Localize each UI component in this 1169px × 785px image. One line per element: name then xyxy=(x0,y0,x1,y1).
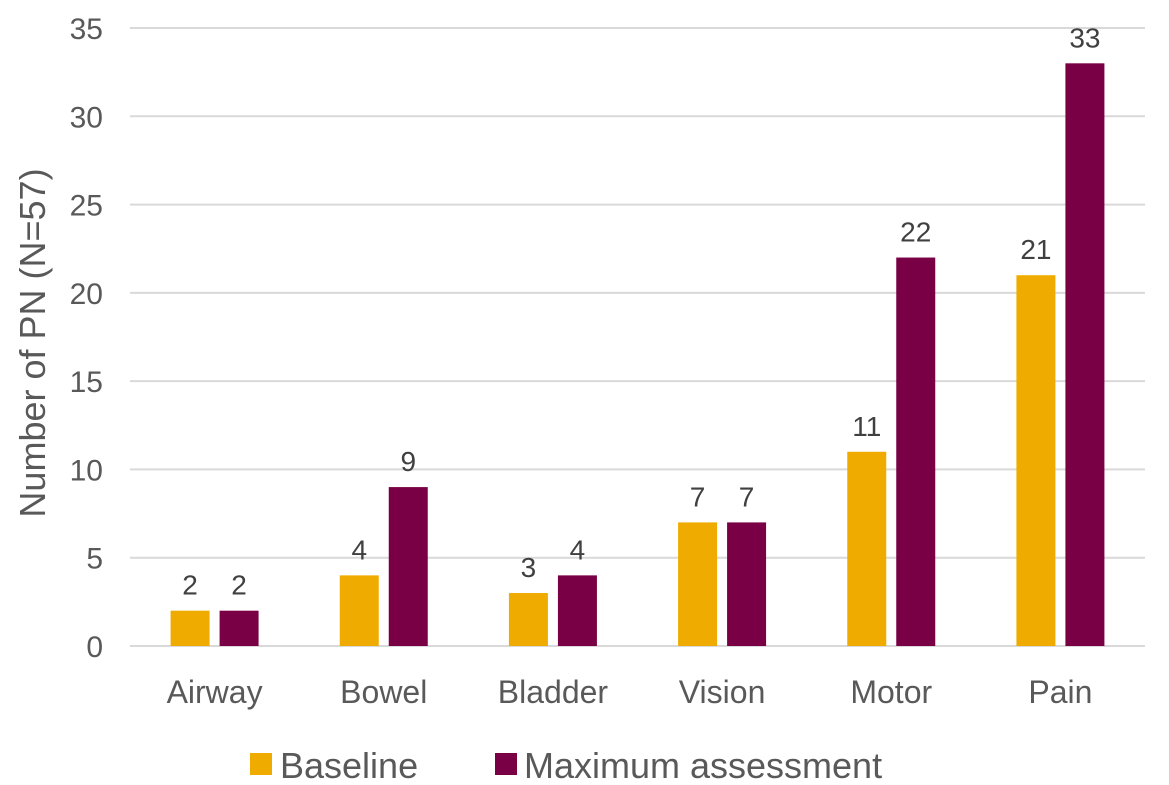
data-label: 7 xyxy=(739,481,755,512)
bar-vision-baseline xyxy=(678,522,718,646)
bar-vision-maximum xyxy=(727,522,767,646)
bar-bladder-maximum xyxy=(557,575,597,646)
x-category-label: Bladder xyxy=(498,674,609,710)
x-category-label: Motor xyxy=(850,674,932,710)
bar-airway-baseline xyxy=(170,610,210,646)
y-tick-label: 35 xyxy=(70,13,103,46)
bars xyxy=(170,63,1105,647)
data-label: 2 xyxy=(182,570,198,601)
data-label: 4 xyxy=(351,534,367,565)
legend-swatch-maximum xyxy=(495,753,517,775)
y-tick-label: 15 xyxy=(70,366,103,399)
data-label: 3 xyxy=(521,552,537,583)
data-label: 4 xyxy=(570,534,586,565)
legend: Baseline Maximum assessment xyxy=(250,745,882,785)
x-category-label: Bowel xyxy=(340,674,427,710)
y-tick-label: 30 xyxy=(70,101,103,134)
x-axis-categories: Airway Bowel Bladder Vision Motor Pain xyxy=(167,674,1093,710)
gridlines xyxy=(130,27,1145,647)
bar-bladder-baseline xyxy=(508,593,548,646)
bar-bowel-maximum xyxy=(388,487,428,646)
bar-pain-maximum xyxy=(1065,63,1105,647)
y-tick-label: 10 xyxy=(70,454,103,487)
bar-airway-maximum xyxy=(219,610,259,646)
y-tick-label: 25 xyxy=(70,190,103,223)
legend-label: Maximum assessment xyxy=(524,745,882,785)
data-label: 9 xyxy=(400,446,416,477)
data-label: 21 xyxy=(1020,234,1051,265)
legend-label: Baseline xyxy=(280,745,418,785)
y-tick-label: 20 xyxy=(70,278,103,311)
y-tick-label: 5 xyxy=(86,543,103,576)
legend-swatch-baseline xyxy=(250,753,272,775)
data-label: 11 xyxy=(852,411,881,442)
bar-bowel-baseline xyxy=(339,575,379,646)
bar-motor-maximum xyxy=(896,257,936,646)
data-label: 2 xyxy=(231,570,247,601)
y-tick-label: 0 xyxy=(86,631,103,664)
x-category-label: Airway xyxy=(167,674,263,710)
data-label: 7 xyxy=(690,481,706,512)
bar-motor-baseline xyxy=(847,451,887,646)
y-axis-label: Number of PN (N=57) xyxy=(12,168,53,517)
x-category-label: Vision xyxy=(679,674,766,710)
data-label: 33 xyxy=(1069,22,1100,53)
y-axis-ticks: 0 5 10 15 20 25 30 35 xyxy=(70,13,103,664)
data-label: 22 xyxy=(900,217,931,248)
x-category-label: Pain xyxy=(1028,674,1092,710)
bar-pain-baseline xyxy=(1016,275,1056,646)
